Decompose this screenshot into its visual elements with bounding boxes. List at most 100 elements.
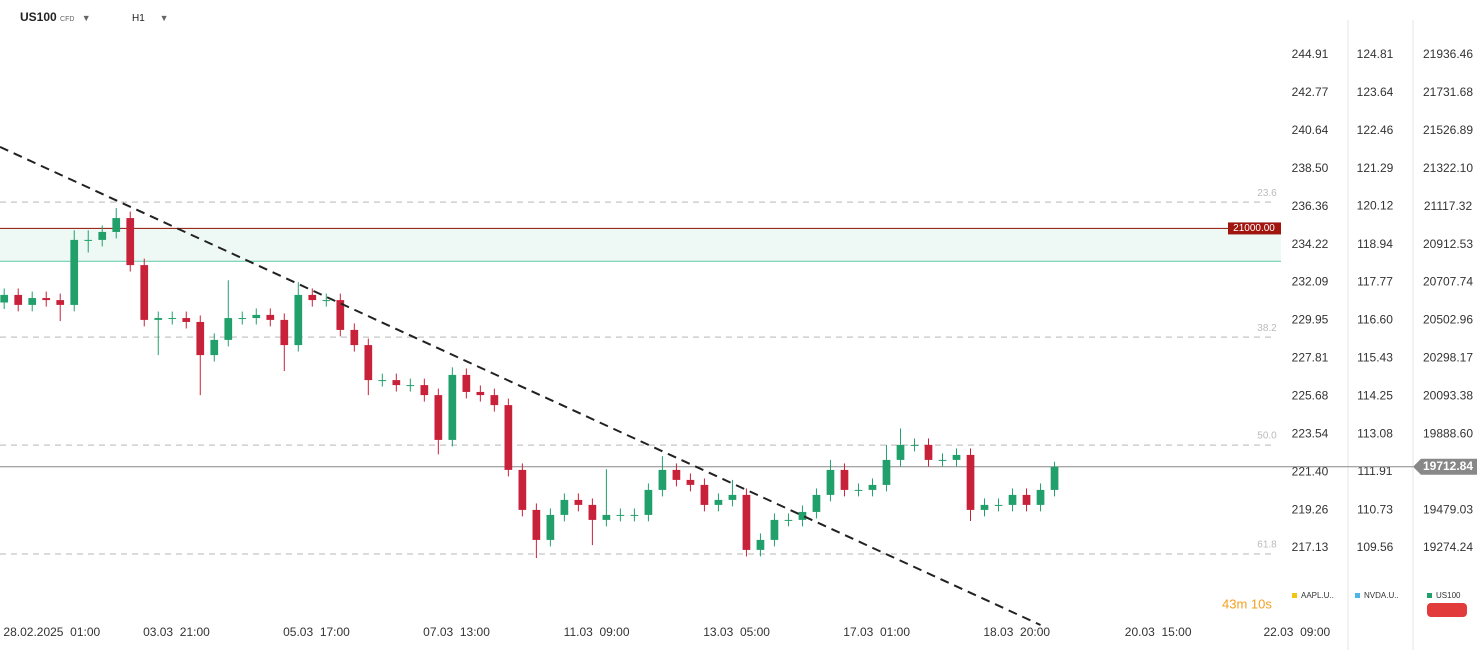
candle-body — [966, 454, 975, 510]
aapl-tick-label: 232.09 — [1292, 275, 1329, 289]
candle-body — [686, 479, 695, 485]
candle-body — [826, 469, 835, 495]
candle-body — [476, 391, 485, 396]
candle-body — [406, 385, 415, 387]
us100-tick-label: 21322.10 — [1423, 161, 1473, 175]
legend-label: AAPL.U.. — [1301, 591, 1334, 600]
candle-body — [798, 511, 807, 520]
x-tick-label: 18.03 20:00 — [983, 625, 1050, 639]
fib-label: 23.6 — [1257, 188, 1277, 199]
us100-tick-label: 20912.53 — [1423, 237, 1473, 251]
candle-body — [378, 380, 387, 382]
candle-body — [630, 514, 639, 516]
candle-body — [336, 300, 345, 330]
us100-tick-label: 19479.03 — [1423, 502, 1473, 516]
symbol-selector[interactable]: US100 CFD ▼ — [20, 10, 91, 24]
candle-body — [252, 314, 261, 319]
candle-body — [280, 319, 289, 346]
nvda-tick-label: 121.29 — [1357, 161, 1394, 175]
aapl-tick-label: 227.81 — [1292, 351, 1329, 365]
candle-body — [434, 395, 443, 440]
candle-body — [868, 484, 877, 490]
x-tick-label: 03.03 21:00 — [143, 625, 210, 639]
aapl-tick-label: 238.50 — [1292, 161, 1329, 175]
candle-body — [462, 374, 471, 392]
candle-body — [294, 294, 303, 346]
candle-body — [854, 489, 863, 491]
x-tick-label: 05.03 17:00 — [283, 625, 350, 639]
aapl-tick-label: 234.22 — [1292, 237, 1329, 251]
legend-label: NVDA.U.. — [1364, 591, 1399, 600]
candle-body — [840, 469, 849, 490]
aapl-tick-label: 221.40 — [1292, 464, 1329, 478]
x-tick-label: 17.03 01:00 — [843, 625, 910, 639]
candle-body — [560, 499, 569, 515]
candle-body — [770, 519, 779, 540]
candle-body — [0, 294, 9, 303]
nvda-tick-label: 117.77 — [1357, 275, 1393, 289]
candle-body — [28, 298, 37, 305]
aapl-tick-label: 223.54 — [1292, 426, 1329, 440]
us100-tick-label: 21936.46 — [1423, 47, 1473, 61]
candle-body — [616, 514, 625, 516]
nvda-tick-label: 113.08 — [1357, 426, 1393, 440]
candle-body — [84, 239, 93, 241]
resistance-zone — [0, 228, 1281, 262]
candle-body — [308, 294, 317, 301]
us100-tick-label: 20502.96 — [1423, 313, 1473, 327]
last-price-label: 19712.84 — [1423, 459, 1473, 473]
legend-swatch — [1292, 593, 1297, 598]
candle-body — [14, 294, 23, 305]
fib-label: 61.8 — [1257, 540, 1277, 551]
candle-body — [574, 499, 583, 505]
candle-body — [126, 218, 135, 266]
candle-body — [350, 329, 359, 346]
nvda-tick-label: 115.43 — [1357, 350, 1393, 364]
candle-body — [42, 298, 51, 301]
us100-tick-label: 19274.24 — [1423, 540, 1473, 554]
candle-body — [546, 514, 555, 540]
candle-body — [896, 444, 905, 460]
us100-tick-label: 20298.17 — [1423, 351, 1473, 365]
legend-label: US100 — [1436, 591, 1461, 600]
nvda-tick-label: 116.60 — [1357, 313, 1393, 327]
candle-body — [364, 345, 373, 381]
us100-indicator — [1427, 603, 1467, 617]
countdown: 43m 10s — [1222, 596, 1272, 611]
candle-body — [168, 318, 177, 320]
candle-body — [1036, 489, 1045, 505]
trendline — [0, 146, 1041, 626]
timeframe-selector[interactable]: H1 ▼ — [132, 13, 169, 24]
candle-body — [196, 321, 205, 356]
aapl-tick-label: 219.26 — [1292, 502, 1329, 516]
candle-body — [532, 509, 541, 540]
us100-tick-label: 21526.89 — [1423, 123, 1473, 137]
candle-body — [980, 504, 989, 510]
candle-body — [182, 318, 191, 322]
nvda-tick-label: 110.73 — [1357, 502, 1393, 516]
candle-body — [392, 380, 401, 386]
candle-body — [1050, 466, 1059, 490]
candle-body — [700, 484, 709, 505]
nvda-tick-label: 114.25 — [1357, 388, 1393, 402]
level-tag — [1228, 222, 1281, 235]
x-tick-label: 11.03 09:00 — [564, 625, 630, 639]
symbol: US100 — [20, 10, 57, 24]
x-tick-label: 07.03 13:00 — [423, 625, 490, 639]
candle-body — [266, 314, 275, 320]
x-tick-label: 28.02.2025 01:00 — [3, 625, 100, 639]
aapl-tick-label: 217.13 — [1292, 540, 1329, 554]
nvda-tick-label: 120.12 — [1357, 199, 1394, 213]
candle-body — [70, 239, 79, 305]
candle-body — [238, 318, 247, 320]
us100-tick-label: 21731.68 — [1423, 85, 1473, 99]
candle-body — [504, 405, 513, 470]
candle-body — [672, 469, 681, 480]
candle-body — [882, 459, 891, 485]
aapl-tick-label: 229.95 — [1292, 313, 1329, 327]
candle-body — [322, 300, 331, 302]
fib-label: 50.0 — [1257, 431, 1277, 442]
dropdown-arrow: ▼ — [159, 13, 169, 23]
